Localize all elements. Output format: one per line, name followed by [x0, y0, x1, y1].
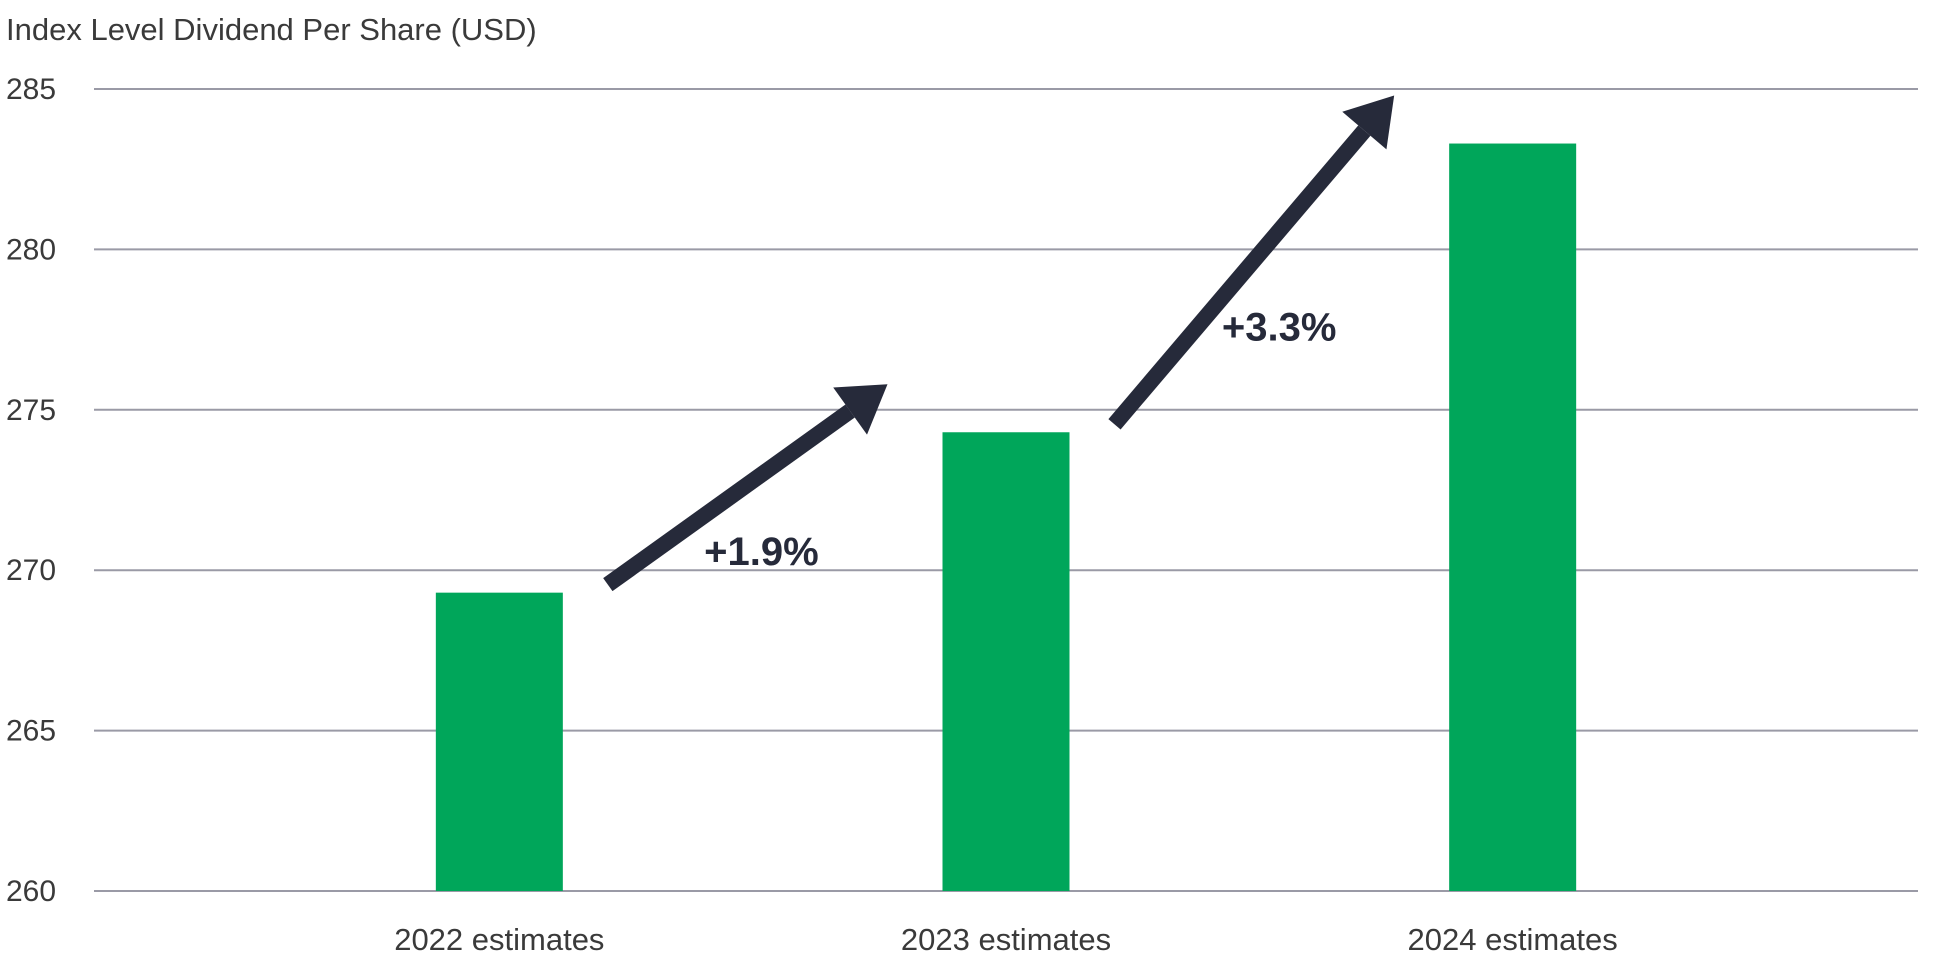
y-tick-label: 270	[6, 554, 56, 587]
growth-arrow: +1.9%	[603, 384, 888, 592]
growth-label: +3.3%	[1222, 305, 1337, 349]
y-axis-ticks: 260 265 270 275 280 285	[6, 73, 56, 908]
growth-label: +1.9%	[704, 530, 819, 574]
growth-arrow: +3.3%	[1108, 95, 1395, 430]
y-axis-title: Index Level Dividend Per Share (USD)	[6, 12, 537, 47]
bar	[435, 592, 563, 891]
y-tick-label: 265	[6, 715, 56, 748]
growth-annotations: +1.9% +3.3%	[603, 95, 1395, 592]
bars	[435, 143, 1577, 891]
arrow-shaft	[1108, 125, 1371, 430]
arrow-head	[1342, 95, 1395, 150]
y-tick-label: 260	[6, 875, 56, 908]
x-tick-label: 2022 estimates	[394, 922, 604, 957]
y-tick-label: 280	[6, 233, 56, 266]
bar	[1449, 143, 1577, 891]
y-tick-label: 285	[6, 73, 56, 106]
arrow-head	[833, 384, 888, 435]
bar	[942, 432, 1070, 891]
x-tick-label: 2024 estimates	[1408, 922, 1618, 957]
x-axis-labels: 2022 estimates 2023 estimates 2024 estimat…	[394, 922, 1618, 957]
y-tick-label: 275	[6, 394, 56, 427]
arrow-shaft	[603, 404, 855, 592]
x-tick-label: 2023 estimates	[901, 922, 1111, 957]
